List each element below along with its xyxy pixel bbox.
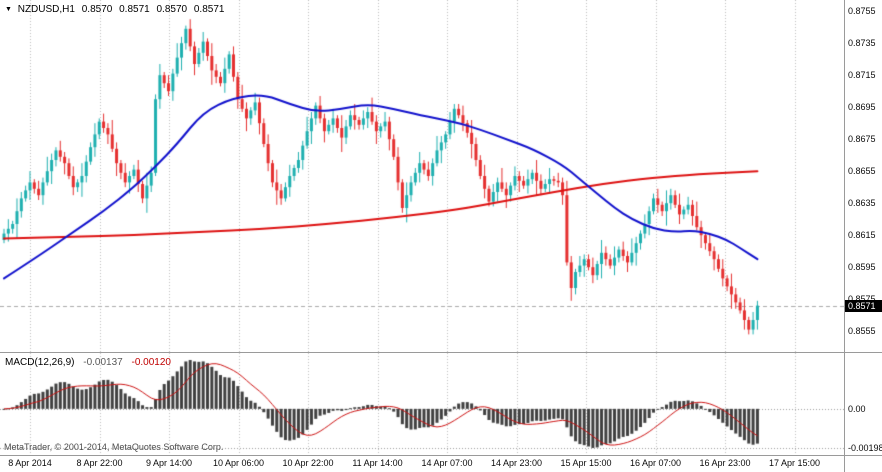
time-axis-label: 10 Apr 06:00 (212, 458, 265, 468)
time-axis-label: 11 Apr 14:00 (352, 458, 403, 468)
time-axis-label: 9 Apr 14:00 (145, 458, 193, 468)
indicator-axis[interactable]: 0.00 -0.00198 (845, 353, 882, 455)
time-axis-label: 17 Apr 15:00 (768, 458, 821, 468)
price-axis-label: 0.8555 (848, 326, 876, 337)
time-axis-label: 14 Apr 23:00 (490, 458, 543, 468)
symbol-timeframe-label: NZDUSD,H1 (17, 4, 75, 15)
ohlc-open-value: 0.8570 (81, 4, 113, 15)
price-axis-label: 0.8615 (848, 230, 876, 241)
ohlc-low-value: 0.8570 (156, 4, 188, 15)
ohlc-high-value: 0.8571 (119, 4, 150, 15)
price-axis[interactable]: 0.8755 0.8735 0.8715 0.8695 0.8675 0.8655 0.86… (845, 0, 882, 352)
price-chart-canvas[interactable] (0, 0, 844, 352)
time-axis-label: 16 Apr 23:00 (699, 458, 751, 468)
copyright-watermark: MetaTrader, © 2001-2014, MetaQuotes Soft… (4, 442, 224, 452)
macd-axis-label: 0.00 (848, 403, 866, 414)
indicator-name-label: MACD(12,26,9) (5, 357, 75, 368)
macd-axis-label: -0.00198 (848, 442, 882, 453)
indicator-main-value: -0.00137 (83, 357, 123, 368)
macd-indicator-canvas[interactable] (0, 353, 844, 455)
collapse-triangle-icon: ▼ (5, 6, 12, 13)
time-axis-label: 14 Apr 07:00 (421, 458, 473, 468)
price-axis-label: 0.8695 (848, 102, 876, 113)
time-axis-label: 16 Apr 07:00 (629, 458, 682, 468)
price-axis-label: 0.8635 (848, 198, 876, 209)
indicator-readout: MACD(12,26,9) -0.00137 -0.00120 (5, 357, 171, 368)
time-axis[interactable]: 8 Apr 2014 8 Apr 22:00 9 Apr 14:00 10 Apr 0… (0, 456, 844, 472)
ohlc-close-value: 0.8571 (193, 4, 225, 15)
panel-separator-macd[interactable] (0, 455, 882, 456)
current-price-badge: 0.8571 (845, 299, 882, 312)
axis-separator-vertical (844, 0, 845, 472)
price-axis-label: 0.8575 (848, 294, 876, 304)
price-axis-label: 0.8735 (848, 38, 876, 49)
price-axis-label: 0.8675 (848, 134, 876, 145)
panel-separator-main[interactable] (0, 352, 882, 353)
price-axis-label: 0.8755 (848, 6, 876, 17)
time-axis-label: 8 Apr 22:00 (76, 458, 123, 468)
time-axis-label: 8 Apr 2014 (8, 458, 52, 468)
price-axis-label: 0.8655 (848, 166, 876, 177)
symbol-ohlc-readout: ▼ NZDUSD,H1 0.8570 0.8571 0.8570 0.8571 (5, 4, 228, 15)
indicator-signal-value: -0.00120 (131, 357, 171, 368)
time-axis-label: 10 Apr 22:00 (282, 458, 334, 468)
price-axis-label: 0.8595 (848, 262, 876, 273)
time-axis-label: 15 Apr 15:00 (560, 458, 612, 468)
price-axis-label: 0.8715 (848, 70, 876, 81)
